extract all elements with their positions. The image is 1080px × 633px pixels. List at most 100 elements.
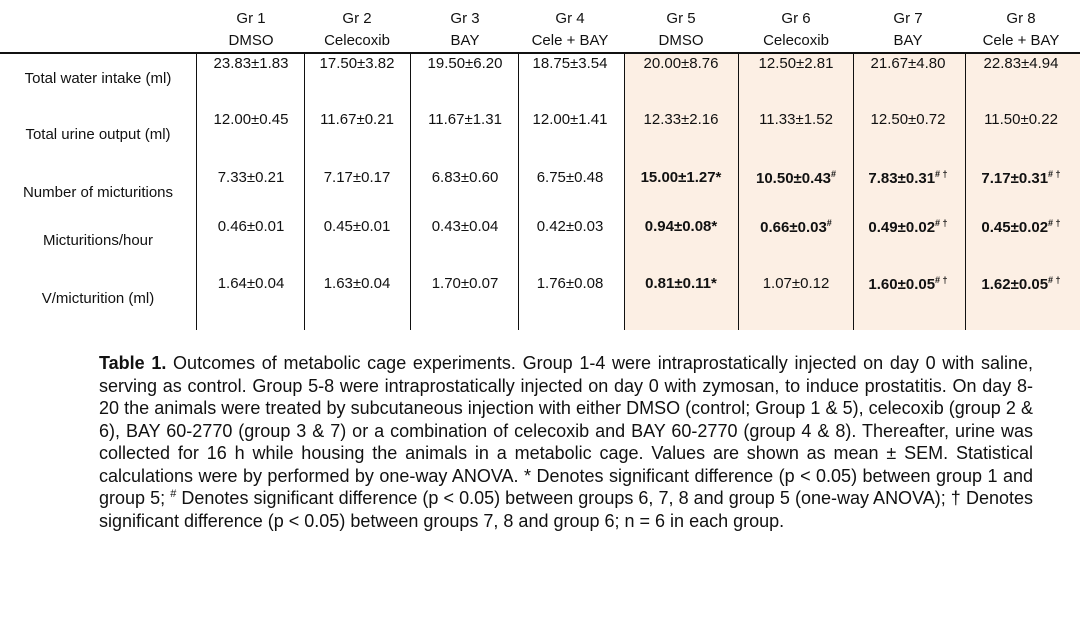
table-cell: 1.76±0.08 [516, 275, 624, 292]
column-treatment: BAY [450, 32, 480, 49]
column-divider [304, 53, 305, 330]
cell-value: 11.50±0.22 [984, 111, 1058, 128]
column-treatment: DMSO [228, 32, 274, 49]
column-header-7: Gr 7 BAY [854, 8, 962, 54]
cell-value: 0.43±0.04 [431, 218, 499, 235]
column-header-2: Gr 2 Celecoxib [303, 8, 411, 54]
cell-value: 0.81±0.11* [645, 275, 717, 292]
table-cell: 6.83±0.60 [411, 169, 519, 186]
column-group: Gr 8 [1006, 10, 1036, 27]
table-cell: 1.62±0.05# † [967, 275, 1075, 293]
row-label: Micturitions/hour [42, 232, 154, 249]
table-cell: 7.17±0.17 [303, 169, 411, 186]
table-cell: 10.50±0.43# [742, 169, 850, 187]
significance-mark: # † [935, 218, 948, 228]
table-cell: 23.83±1.83 [197, 55, 305, 72]
cell-value: 12.50±0.72 [870, 111, 946, 128]
significance-mark: # [830, 169, 836, 179]
column-header-4: Gr 4 Cele + BAY [516, 8, 624, 54]
table-cell: 11.67±0.21 [303, 111, 411, 128]
table-cell: 22.83±4.94 [967, 55, 1075, 72]
cell-value: 0.45±0.01 [323, 218, 391, 235]
column-group: Gr 6 [781, 10, 811, 27]
table-cell: 6.75±0.48 [516, 169, 624, 186]
results-table: Gr 1 DMSO Gr 2 Celecoxib Gr 3 BAY Gr 4 Cele + B… [0, 8, 1080, 330]
significance-mark: # † [935, 275, 948, 285]
row-label: Total urine output (ml) [25, 126, 171, 143]
column-header-8: Gr 8 Cele + BAY [967, 8, 1075, 54]
column-divider [410, 53, 411, 330]
table-cell: 7.33±0.21 [197, 169, 305, 186]
table-cell: 12.50±2.81 [742, 55, 850, 72]
cell-value: 7.33±0.21 [217, 169, 285, 186]
table-cell: 12.33±2.16 [627, 111, 735, 128]
cell-value: 22.83±4.94 [983, 55, 1059, 72]
cell-value: 1.63±0.04 [323, 275, 391, 292]
table-cell: 20.00±8.76 [627, 55, 735, 72]
column-divider [196, 53, 197, 330]
column-treatment: BAY [893, 32, 923, 49]
caption-text-1: Outcomes of metabolic cage experiments. … [99, 353, 1033, 508]
cell-value: 1.76±0.08 [536, 275, 604, 292]
table-cell: 1.60±0.05# † [854, 275, 962, 293]
column-treatment: DMSO [658, 32, 704, 49]
cell-value: 1.07±0.12 [762, 275, 830, 292]
cell-value: 6.83±0.60 [431, 169, 499, 186]
table-cell: 0.94±0.08* [627, 218, 735, 235]
table-cell: 15.00±1.27* [627, 169, 735, 186]
table-cell: 7.17±0.31# † [967, 169, 1075, 187]
table-cell: 19.50±6.20 [411, 55, 519, 72]
cell-value: 1.60±0.05 [868, 276, 936, 293]
cell-value: 1.64±0.04 [217, 275, 285, 292]
column-treatment: Celecoxib [763, 32, 829, 49]
column-header-1: Gr 1 DMSO [197, 8, 305, 54]
cell-value: 15.00±1.27* [640, 169, 722, 186]
significance-mark: # † [1048, 169, 1061, 179]
table-cell: 0.81±0.11* [627, 275, 735, 292]
table-cell: 1.07±0.12 [742, 275, 850, 292]
cell-value: 0.45±0.02 [981, 219, 1049, 236]
cell-value: 6.75±0.48 [536, 169, 604, 186]
column-divider [853, 53, 854, 330]
table-cell: 11.33±1.52 [742, 111, 850, 128]
caption-label: Table 1. [99, 353, 167, 373]
cell-value: 0.94±0.08* [644, 218, 718, 235]
table-cell: 17.50±3.82 [303, 55, 411, 72]
cell-value: 18.75±3.54 [532, 55, 608, 72]
column-group: Gr 1 [236, 10, 266, 27]
column-header-5: Gr 5 DMSO [627, 8, 735, 54]
cell-value: 1.70±0.07 [431, 275, 499, 292]
row-label: V/micturition (ml) [41, 290, 155, 307]
cell-value: 21.67±4.80 [870, 55, 946, 72]
table-cell: 11.67±1.31 [411, 111, 519, 128]
zymosan-columns-shading [624, 53, 1080, 330]
column-divider [738, 53, 739, 330]
cell-value: 11.33±1.52 [759, 111, 833, 128]
cell-value: 23.83±1.83 [213, 55, 289, 72]
column-treatment: Cele + BAY [531, 32, 609, 49]
table-cell: 0.43±0.04 [411, 218, 519, 235]
table-cell: 0.42±0.03 [516, 218, 624, 235]
row-label: Number of micturitions [22, 184, 174, 201]
header-rule [0, 52, 1080, 54]
caption-text-2: Denotes significant difference (p < 0.05… [99, 488, 1033, 531]
cell-value: 1.62±0.05 [981, 276, 1049, 293]
table-cell: 11.50±0.22 [967, 111, 1075, 128]
row-label: Total water intake (ml) [24, 70, 172, 87]
cell-value: 7.83±0.31 [868, 170, 936, 187]
table-cell: 12.50±0.72 [854, 111, 962, 128]
column-divider [518, 53, 519, 330]
column-divider [965, 53, 966, 330]
cell-value: 7.17±0.31 [981, 170, 1049, 187]
column-group: Gr 7 [893, 10, 923, 27]
column-header-6: Gr 6 Celecoxib [742, 8, 850, 54]
column-group: Gr 3 [450, 10, 480, 27]
table-cell: 0.45±0.01 [303, 218, 411, 235]
cell-value: 11.67±1.31 [428, 111, 502, 128]
table-cell: 0.45±0.02# † [967, 218, 1075, 236]
cell-value: 11.67±0.21 [320, 111, 394, 128]
cell-value: 19.50±6.20 [427, 55, 503, 72]
column-group: Gr 4 [555, 10, 585, 27]
cell-value: 12.50±2.81 [758, 55, 834, 72]
significance-mark: # † [935, 169, 948, 179]
